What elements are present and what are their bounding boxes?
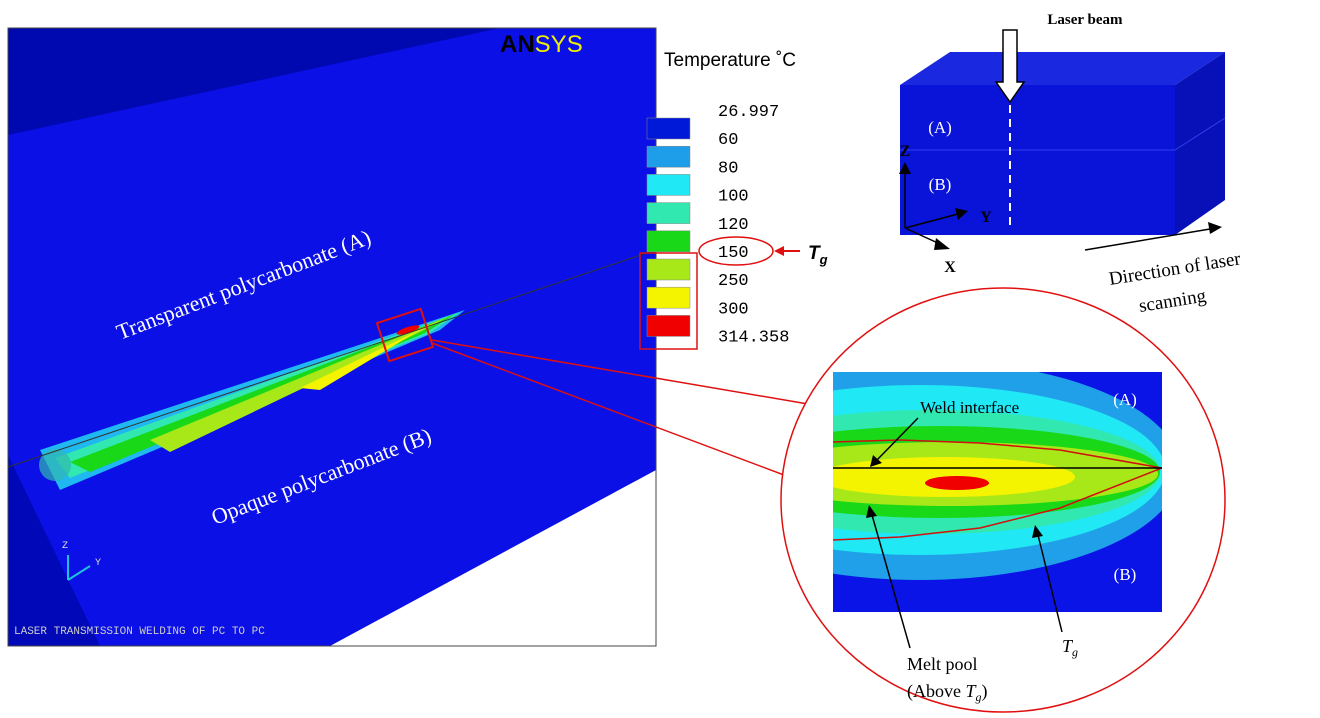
legend-level: 150 [718, 244, 749, 263]
axis-head [934, 238, 950, 250]
zoom-layer-a: (A) [1113, 390, 1137, 409]
block-front [900, 85, 1175, 235]
axis-label: X [944, 259, 956, 276]
text-part: ) [982, 681, 988, 702]
direction-label: Direction of laser [1107, 248, 1242, 290]
legend-level: 314.358 [718, 329, 789, 348]
upper-block [8, 28, 500, 135]
text-part: T [965, 681, 977, 701]
side-face [8, 455, 100, 646]
zoom-line [431, 339, 809, 405]
tg-subscript: g [819, 252, 828, 267]
text-part: (Above [907, 681, 965, 702]
direction-arrow [1084, 228, 1211, 251]
schematic: Laser beam (A) (B) Z Y X Direction of la… [899, 12, 1243, 317]
pointer-head [870, 455, 882, 467]
contour [925, 476, 989, 490]
triad-label: Z [62, 541, 68, 552]
melt-pool-label: Melt pool [907, 654, 978, 674]
block-side [1175, 52, 1225, 235]
zoom-line [431, 342, 793, 479]
footer: LASER TRANSMISSION WELDING OF PC TO PC [14, 626, 265, 638]
simulation-view: ANSYS Transparent polycarbonate (A) Opaq… [8, 28, 656, 646]
tg-zoom-label: Tg [1062, 636, 1078, 659]
pointer-head [1032, 525, 1043, 538]
legend-swatch [646, 202, 691, 224]
legend-level: 100 [718, 188, 749, 207]
axis-label: Z [900, 143, 911, 160]
legend-swatch [646, 230, 691, 253]
text-part: T [1062, 636, 1074, 656]
layer-a-label: (A) [928, 118, 952, 137]
axis [904, 213, 959, 229]
legend-title: Temperature ˚C [664, 50, 796, 71]
legend-level: 120 [718, 216, 749, 235]
beam-spot [39, 449, 71, 481]
legend-swatch [646, 117, 691, 140]
zoom-layer-b: (B) [1114, 565, 1137, 584]
text-part: g [1072, 645, 1078, 659]
legend-swatch [646, 286, 691, 309]
tg-contour [833, 439, 1162, 469]
panel-border [7, 27, 657, 647]
legend: Temperature ˚C 26.997 60 80 100 120 150 250 300… [646, 50, 796, 348]
pointer [1037, 534, 1063, 633]
above-label: (Above Tg) [907, 681, 988, 704]
axis-head [899, 162, 911, 174]
pointer-head [866, 505, 877, 518]
legend-swatch [646, 315, 691, 337]
pointer [871, 514, 911, 649]
axis-head [955, 208, 968, 220]
logo-part: SYS [535, 31, 583, 58]
plume [300, 320, 440, 390]
tg-highlight [698, 236, 774, 266]
legend-swatch [646, 174, 691, 196]
text-part: g [976, 690, 982, 704]
legend-level: 250 [718, 272, 749, 291]
layer-line [1174, 117, 1226, 151]
logo: ANSYS [500, 31, 583, 58]
empty-region [330, 470, 656, 646]
legend-swatch [646, 145, 691, 168]
zoom-box [375, 307, 435, 363]
weld-interface-label: Weld interface [920, 398, 1019, 417]
pointer [874, 417, 919, 463]
block-top [900, 52, 1225, 85]
legend-level: 300 [718, 300, 749, 319]
legend-level: 80 [718, 159, 738, 178]
axis-label: Y [980, 209, 992, 226]
tg-contour [833, 467, 1162, 541]
tg-symbol: T [808, 243, 821, 264]
logo-part: AN [500, 31, 535, 58]
plume-core [396, 325, 420, 335]
plume [70, 314, 455, 472]
beam-arrow [994, 29, 1026, 104]
legend-level: 60 [718, 131, 738, 150]
melt-range-box [639, 252, 698, 350]
direction-label: scanning [1137, 286, 1207, 317]
tg-arrowhead [774, 246, 784, 256]
triad-axis [67, 565, 91, 581]
tg-label: Tg [808, 243, 828, 267]
beam-label: Laser beam [1047, 12, 1123, 28]
weld-line [8, 249, 656, 468]
layer-b-label: (B) [929, 175, 952, 194]
direction-arrowhead [1208, 222, 1222, 234]
legend-level: 26.997 [718, 103, 779, 122]
plume [150, 316, 450, 452]
legend-swatch [646, 258, 691, 281]
triad-label: Y [95, 558, 101, 569]
axis [904, 227, 941, 245]
